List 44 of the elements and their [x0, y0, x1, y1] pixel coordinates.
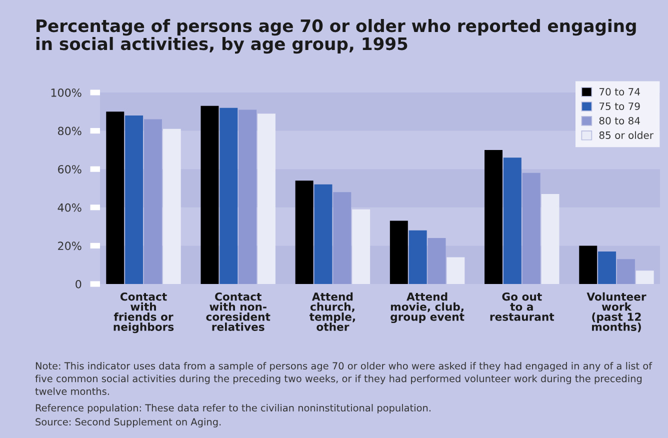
y-tick-label: 100%	[51, 88, 82, 97]
legend-label: 80 to 84	[599, 116, 640, 124]
bar	[636, 270, 654, 284]
y-tick-label: 60%	[58, 165, 82, 174]
chart-title: Percentage of persons age 70 or older who reported engaging in social activities, by age group, 1995	[36, 19, 636, 54]
bar	[390, 220, 408, 284]
bar	[408, 230, 427, 284]
bar	[314, 184, 332, 284]
bar	[258, 114, 276, 284]
bar	[144, 119, 162, 284]
bar	[503, 158, 522, 284]
text: Note: This indicator uses data from a sample of persons age 70 or older who were asked if they had engaged in any of a list of five common social activities during the preceding two weeks, or if they had performed volunteer work during the preceding twelve months.	[35, 362, 652, 395]
legend-label: 85 or older	[599, 131, 654, 139]
bar	[541, 194, 560, 284]
bar	[446, 257, 465, 284]
x-tick-label: Contact with non- coresident relatives	[206, 292, 270, 331]
y-tick-label: 40%	[58, 203, 82, 212]
legend-label: 70 to 74	[600, 88, 640, 96]
bar	[220, 108, 238, 284]
x-tick-label: Contact with friends or neighbors	[114, 292, 174, 334]
bar	[333, 192, 352, 284]
x-tick-label: Volunteer work (past 12 months)	[586, 292, 646, 332]
y-tick-label: 80%	[58, 126, 82, 136]
bar	[295, 180, 314, 284]
y-tick-label: 20%	[58, 242, 82, 250]
bar	[598, 251, 616, 284]
x-tick-label: Attend church, temple, other	[309, 292, 355, 331]
source-note: Source: Second Supplement on Aging.	[36, 418, 221, 428]
bar	[238, 110, 257, 284]
bar	[162, 128, 181, 284]
bar	[352, 209, 370, 284]
bar	[125, 115, 144, 284]
bar	[106, 112, 124, 284]
text: Reference population: These data refer to the civilian noninstitutional population.	[36, 404, 430, 414]
bar	[522, 172, 540, 284]
bar	[428, 238, 446, 284]
legend-label: 75 to 79	[600, 102, 640, 110]
x-tick-label: Attend movie, club, group event	[390, 292, 464, 324]
x-tick-label: Go out to a restaurant	[490, 292, 554, 321]
bar	[616, 259, 635, 284]
bar	[484, 150, 502, 284]
bar	[579, 246, 598, 284]
bar	[200, 106, 219, 284]
y-tick-label: 0	[76, 280, 82, 288]
